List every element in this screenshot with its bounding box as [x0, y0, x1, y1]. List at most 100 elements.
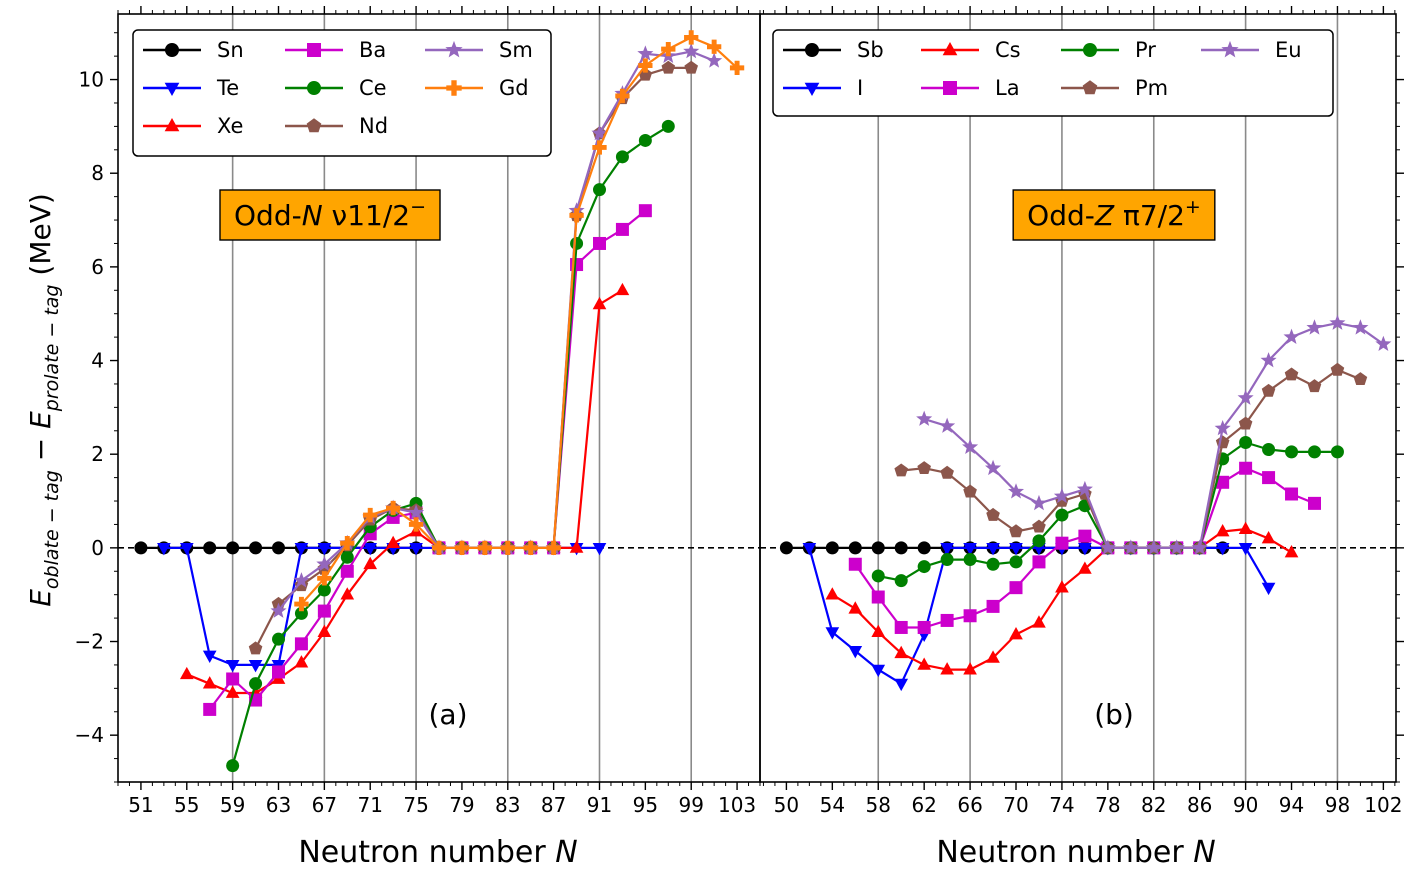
data-point — [386, 535, 400, 549]
data-point — [661, 60, 676, 74]
data-point — [939, 417, 956, 433]
data-point — [1078, 561, 1092, 574]
data-point — [1307, 496, 1321, 510]
data-point — [940, 613, 954, 627]
y-tick-label: 4 — [91, 349, 104, 373]
data-point — [202, 650, 217, 664]
legend-label: Ce — [359, 76, 387, 100]
data-point — [592, 542, 607, 556]
legend-label: I — [857, 76, 863, 100]
data-point — [917, 461, 931, 475]
series-Pm — [894, 362, 1368, 554]
data-point — [729, 60, 745, 76]
data-point — [500, 540, 515, 556]
data-point — [871, 569, 885, 583]
data-point — [871, 624, 886, 638]
data-point — [408, 504, 425, 520]
data-point — [317, 604, 331, 618]
data-point — [638, 58, 653, 73]
x-tick-label: 103 — [718, 793, 756, 817]
series-Te — [157, 542, 607, 673]
data-point — [249, 677, 263, 691]
data-point — [1009, 581, 1023, 595]
data-point — [1284, 367, 1299, 381]
data-point — [779, 541, 793, 555]
data-point — [1239, 435, 1253, 449]
x-tick-label: 66 — [957, 793, 982, 817]
data-point — [1262, 443, 1276, 457]
legend-marker — [307, 43, 321, 57]
data-point — [592, 140, 607, 155]
data-point — [340, 564, 354, 578]
data-point — [363, 556, 378, 570]
data-point — [985, 459, 1002, 476]
data-point — [272, 541, 285, 555]
data-point — [1237, 389, 1254, 405]
legend-label: Sb — [857, 38, 884, 62]
data-point — [226, 672, 240, 686]
x-tick-label: 62 — [911, 793, 936, 817]
series-Gd — [294, 30, 745, 612]
panel-label: (a) — [428, 698, 467, 731]
data-point — [1306, 319, 1323, 335]
data-point — [272, 632, 285, 646]
x-tick-label: 55 — [174, 793, 199, 817]
data-point — [825, 541, 839, 555]
data-point — [1262, 471, 1276, 485]
data-point — [1009, 555, 1023, 569]
data-point — [802, 542, 817, 556]
series-Xe — [179, 282, 630, 698]
data-point — [1007, 483, 1025, 499]
legend: Sn Te Xe Ba Ce Nd Sm Gd — [132, 29, 552, 157]
data-point — [894, 541, 908, 555]
legend-label: Pm — [1135, 76, 1168, 100]
data-point — [226, 541, 240, 555]
data-point — [1122, 539, 1139, 555]
data-point — [1168, 539, 1185, 555]
legend-marker — [1221, 40, 1239, 58]
data-point — [871, 590, 885, 604]
x-tick-label: 86 — [1187, 793, 1212, 817]
data-point — [1032, 555, 1046, 569]
data-point — [317, 542, 332, 556]
legend-marker — [1083, 43, 1097, 57]
data-point — [593, 236, 606, 250]
data-point — [1099, 539, 1116, 555]
data-point — [1055, 536, 1069, 550]
data-point — [1191, 539, 1208, 555]
x-tick-label: 83 — [495, 793, 520, 817]
data-point — [1145, 539, 1162, 555]
x-tick-label: 90 — [1233, 793, 1258, 817]
data-point — [1285, 445, 1299, 459]
legend-marker — [445, 40, 463, 58]
data-point — [1009, 524, 1023, 538]
data-point — [1078, 542, 1092, 556]
legend: Sb I Cs La Pr Pm Eu — [772, 29, 1334, 117]
data-point — [179, 666, 194, 680]
data-point — [1055, 580, 1069, 593]
data-point — [1329, 314, 1346, 330]
panel-label: (b) — [1094, 698, 1134, 731]
legend-marker — [942, 41, 958, 56]
legend-entry-Cs: Cs — [921, 38, 1021, 62]
x-tick-label: 71 — [357, 793, 382, 817]
x-tick-label: 54 — [820, 793, 845, 817]
data-point — [1285, 487, 1299, 501]
data-point — [848, 646, 863, 659]
annotation-badge: Odd-Z π7/2+ — [1012, 189, 1216, 241]
x-tick-label: 95 — [633, 793, 658, 817]
data-point — [1032, 534, 1046, 548]
data-point — [1239, 461, 1253, 475]
data-point — [963, 542, 977, 556]
legend-marker — [804, 82, 820, 97]
data-point — [1009, 627, 1023, 640]
data-point — [340, 587, 355, 600]
data-point — [1238, 542, 1253, 556]
legend-marker — [165, 43, 179, 57]
data-point — [1076, 480, 1093, 497]
data-point — [317, 624, 332, 638]
data-point — [272, 665, 285, 679]
data-point — [1261, 531, 1276, 544]
data-point — [1032, 519, 1046, 533]
legend-label: Sm — [499, 38, 533, 62]
